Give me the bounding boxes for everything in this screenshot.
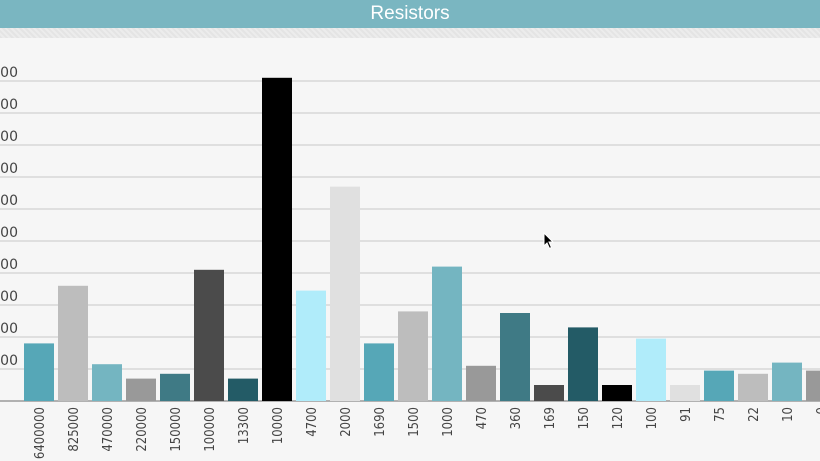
x-tick-label: 4700 (305, 407, 320, 437)
x-tick-label: 91 (679, 407, 694, 422)
y-tick-label: 70000 (0, 161, 18, 177)
bar-10[interactable] (772, 362, 802, 401)
bar-13300[interactable] (228, 378, 258, 401)
bar-470000[interactable] (92, 364, 122, 401)
x-tick-label: 150 (577, 407, 592, 429)
bar-100000[interactable] (194, 269, 224, 401)
mouse-cursor-icon (543, 232, 555, 250)
bars (24, 77, 820, 402)
x-tick-label: 1500 (407, 407, 422, 437)
bar-10000[interactable] (262, 77, 292, 402)
y-tick-label: 10000 (0, 353, 18, 369)
bar-150[interactable] (568, 327, 598, 401)
bar-470[interactable] (466, 365, 496, 401)
bar-1500[interactable] (398, 311, 428, 401)
x-tick-label: 470000 (101, 407, 116, 452)
chart-title: Resistors (370, 3, 450, 24)
x-tick-label: 169 (543, 407, 558, 429)
x-axis-labels: 6400000 825000 470000 220000 150000 100000 133… (33, 407, 820, 459)
bar-1690[interactable] (364, 343, 394, 401)
title-bar-shadow (0, 28, 820, 38)
y-tick-label: 60000 (0, 193, 18, 209)
x-tick-label: 22 (747, 407, 762, 422)
x-tick-label: 100 (645, 407, 660, 429)
x-tick-label: 10 (781, 407, 796, 422)
gridlines (0, 80, 820, 402)
x-tick-label: 220000 (135, 407, 150, 452)
x-tick-label: 470 (475, 407, 490, 429)
bar-6400000[interactable] (24, 343, 54, 401)
bar-4700[interactable] (296, 290, 326, 401)
y-axis-labels: 10000 20000 30000 40000 50000 60000 70000 80000… (0, 65, 18, 369)
x-tick-label: 120 (611, 407, 626, 429)
bar-2000[interactable] (330, 186, 360, 401)
x-tick-label: 6400000 (33, 407, 48, 459)
x-tick-label: 75 (713, 407, 728, 422)
x-tick-label: 360 (509, 407, 524, 429)
y-tick-label: 90000 (0, 97, 18, 113)
y-tick-label: 100000 (0, 65, 18, 81)
y-tick-label: 30000 (0, 289, 18, 305)
y-tick-label: 20000 (0, 321, 18, 337)
bar-91[interactable] (670, 385, 700, 401)
bar-0[interactable] (806, 370, 820, 401)
bar-169[interactable] (534, 385, 564, 401)
y-tick-label: 80000 (0, 129, 18, 145)
x-tick-label: 0 (815, 407, 820, 414)
x-tick-label: 100000 (203, 407, 218, 452)
bar-220000[interactable] (126, 378, 156, 401)
x-tick-label: 1000 (441, 407, 456, 437)
bar-22[interactable] (738, 373, 768, 401)
bar-75[interactable] (704, 370, 734, 401)
bar-1000[interactable] (432, 266, 462, 401)
x-tick-label: 825000 (67, 407, 82, 452)
bar-825000[interactable] (58, 285, 88, 401)
bar-120[interactable] (602, 385, 632, 401)
bar-100[interactable] (636, 338, 666, 401)
x-tick-label: 10000 (271, 407, 286, 444)
x-tick-label: 13300 (237, 407, 252, 444)
x-tick-label: 1690 (373, 407, 388, 437)
x-tick-label: 2000 (339, 407, 354, 437)
x-tick-label: 150000 (169, 407, 184, 452)
chart-title-bar: Resistors (0, 0, 820, 28)
y-tick-label: 40000 (0, 257, 18, 273)
bar-360[interactable] (500, 313, 530, 401)
bar-150000[interactable] (160, 373, 190, 401)
y-tick-label: 50000 (0, 225, 18, 241)
bar-chart: 6400000 825000 470000 220000 150000 100000 133… (0, 65, 820, 459)
